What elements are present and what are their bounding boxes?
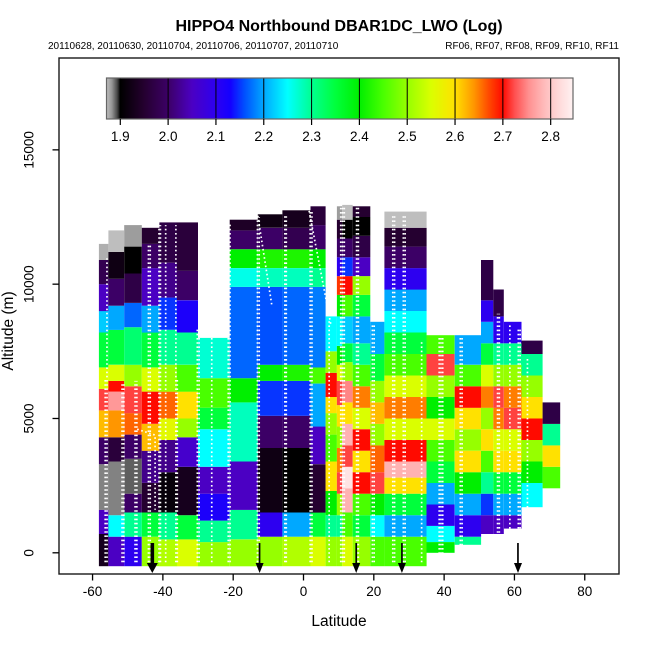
y-tick-label: 15000: [22, 131, 37, 169]
x-tick-label: 20: [366, 584, 381, 599]
colorbar-tick-label: 2.3: [302, 129, 321, 144]
colorbar-tick-label: 2.2: [254, 129, 273, 144]
flight-ids-subtitle: RF06, RF07, RF08, RF09, RF10, RF11: [445, 41, 619, 52]
chart-title: HIPPO4 Northbound DBAR1DC_LWO (Log): [175, 18, 503, 35]
x-tick-label: 80: [577, 584, 592, 599]
colorbar-tick-label: 2.5: [398, 129, 417, 144]
arrow-head-icon: [255, 563, 264, 573]
arrow-head-icon: [352, 563, 361, 573]
y-tick-label: 0: [22, 549, 37, 557]
y-tick-label: 10000: [22, 265, 37, 303]
y-axis: 0 5000 10000 15000: [22, 131, 59, 557]
colorbar-tick-label: 1.9: [111, 129, 130, 144]
x-tick-label: -40: [153, 584, 173, 599]
x-axis: -60 -40 -20 0 20 40 60 80: [83, 574, 592, 599]
x-tick-label: -20: [223, 584, 243, 599]
arrow-head-icon: [514, 563, 522, 573]
y-tick-label: 5000: [22, 403, 37, 433]
colorbar-tick-label: 2.1: [207, 129, 226, 144]
x-axis-label: Latitude: [311, 613, 367, 630]
x-tick-label: -60: [83, 584, 103, 599]
flight-dates-subtitle: 20110628, 20110630, 20110704, 20110706, …: [48, 41, 339, 52]
colorbar-tick-label: 2.8: [541, 129, 560, 144]
flight-tracks: [104, 206, 529, 563]
plot-box: [58, 57, 620, 575]
colorbar: 1.9 2.0 2.1 2.2 2.3 2.4 2.5 2.6 2.7 2.8: [105, 77, 574, 144]
arrow-head-icon: [146, 563, 158, 573]
colorbar-tick-label: 2.4: [350, 129, 369, 144]
colorbar-gradient: [105, 77, 574, 120]
colorbar-tick-label: 2.6: [446, 129, 465, 144]
x-tick-label: 0: [300, 584, 308, 599]
arrow-head-icon: [397, 563, 406, 573]
profile-start-arrows: [146, 543, 522, 573]
x-tick-label: 60: [507, 584, 522, 599]
colorbar-tick-label: 2.0: [159, 129, 178, 144]
colorbar-tick-label: 2.7: [493, 129, 512, 144]
x-tick-label: 40: [437, 584, 452, 599]
